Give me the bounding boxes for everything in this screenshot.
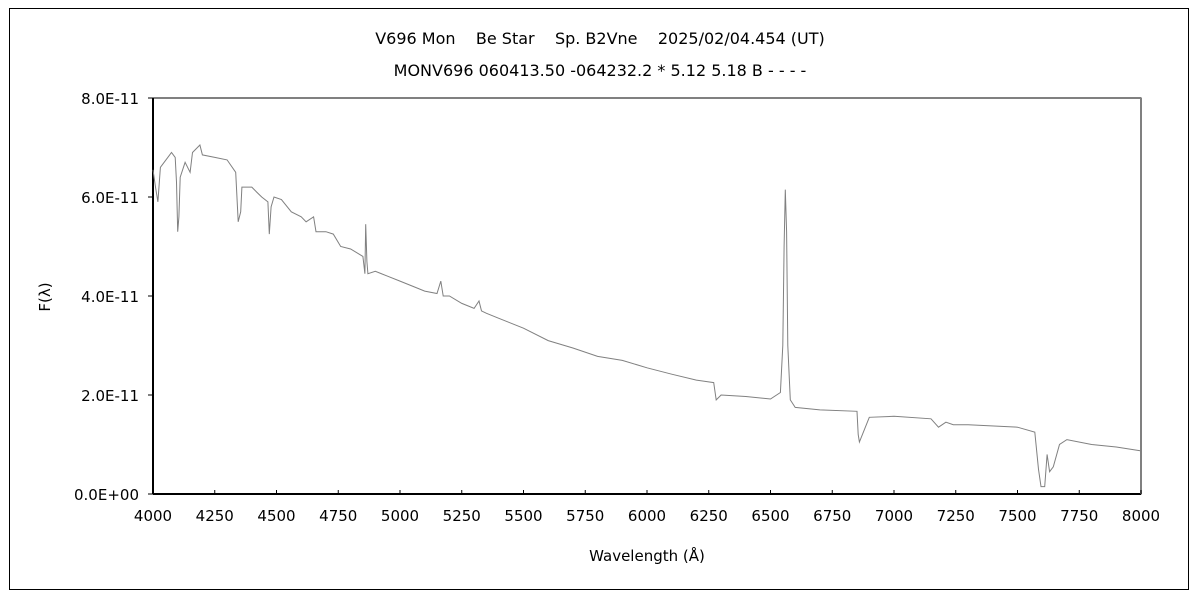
y-axis-label: F(λ)	[36, 282, 54, 311]
y-tick-label: 2.0E-11	[81, 387, 139, 405]
plot-area-border	[152, 97, 1142, 495]
y-tick-label: 4.0E-11	[81, 288, 139, 306]
chart-subtitle: MONV696 060413.50 -064232.2 * 5.12 5.18 …	[393, 61, 807, 80]
chart-title: V696 Mon Be Star Sp. B2Vne 2025/02/04.45…	[375, 29, 825, 48]
x-tick-label: 4500	[257, 507, 295, 525]
x-tick-label: 7250	[937, 507, 975, 525]
x-tick-label: 5750	[566, 507, 604, 525]
x-tick-label: 5250	[443, 507, 481, 525]
y-tick-label: 6.0E-11	[81, 189, 139, 207]
x-tick-label: 5500	[504, 507, 542, 525]
y-tick-label: 8.0E-11	[81, 90, 139, 108]
x-tick-label: 5000	[381, 507, 419, 525]
x-tick-label: 4000	[134, 507, 172, 525]
x-tick-label: 6000	[628, 507, 666, 525]
x-tick-label: 7500	[998, 507, 1036, 525]
x-tick-label: 6750	[813, 507, 851, 525]
x-tick-label: 6250	[690, 507, 728, 525]
x-tick-label: 8000	[1122, 507, 1160, 525]
x-axis-label: Wavelength (Å)	[589, 546, 705, 565]
x-tick-label: 4750	[319, 507, 357, 525]
y-tick-label: 0.0E+00	[74, 486, 139, 504]
chart-frame	[9, 8, 1189, 590]
spectrum-line	[152, 144, 1142, 488]
x-tick-label: 7750	[1060, 507, 1098, 525]
x-tick-label: 7000	[875, 507, 913, 525]
x-tick-label: 4250	[196, 507, 234, 525]
x-tick-label: 6500	[751, 507, 789, 525]
